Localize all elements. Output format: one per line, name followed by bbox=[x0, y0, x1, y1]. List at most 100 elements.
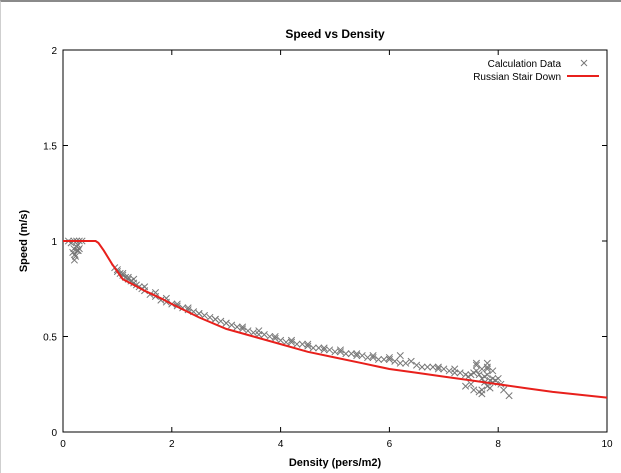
scatter-point bbox=[380, 355, 388, 363]
x-tick-label: 10 bbox=[601, 439, 613, 450]
plot-area-frame bbox=[62, 49, 608, 433]
scatter-point-stroke bbox=[271, 332, 279, 341]
scatter-point bbox=[255, 327, 263, 335]
scatter-point-stroke bbox=[277, 336, 285, 344]
scatter-point bbox=[456, 369, 464, 377]
scatter-point-stroke bbox=[456, 369, 464, 377]
scatter-point-stroke bbox=[320, 346, 328, 354]
scatter-point-stroke bbox=[113, 266, 121, 274]
scatter-point bbox=[304, 340, 312, 348]
scatter-point bbox=[486, 384, 494, 392]
scatter-point bbox=[434, 365, 442, 373]
scatter-point bbox=[298, 340, 306, 348]
scatter-point-stroke bbox=[418, 363, 426, 371]
x-axis-label: Density (pers/m2) bbox=[289, 457, 382, 469]
scatter-point bbox=[260, 331, 268, 339]
scatter-point bbox=[451, 365, 459, 373]
data-marks bbox=[63, 237, 608, 400]
scatter-point-stroke bbox=[233, 323, 241, 331]
scatter-point bbox=[391, 357, 399, 365]
scatter-point bbox=[478, 390, 486, 398]
scatter-point-stroke bbox=[74, 246, 82, 255]
legend-marker-stroke bbox=[580, 59, 588, 67]
scatter-point bbox=[336, 346, 344, 354]
scatter-point-stroke bbox=[304, 340, 312, 348]
x-tick-label: 0 bbox=[60, 439, 66, 450]
scatter-point-stroke bbox=[244, 327, 252, 335]
scatter-point bbox=[494, 374, 502, 383]
scatter-point-stroke bbox=[304, 342, 312, 350]
scatter-point-stroke bbox=[353, 352, 361, 360]
scatter-point-stroke bbox=[489, 367, 497, 375]
scatter-point-stroke bbox=[74, 241, 82, 249]
y-tick-label: 1.5 bbox=[43, 142, 57, 153]
scatter-point-stroke bbox=[266, 332, 274, 341]
scatter-point-stroke bbox=[130, 275, 138, 283]
scatter-point-stroke bbox=[260, 331, 268, 339]
scatter-point-stroke bbox=[320, 344, 328, 352]
scatter-point bbox=[402, 359, 410, 367]
scatter-point bbox=[238, 323, 247, 331]
scatter-point-stroke bbox=[287, 336, 296, 344]
scatter-point-stroke bbox=[331, 348, 339, 356]
scatter-point bbox=[478, 365, 486, 373]
scatter-point-stroke bbox=[146, 290, 154, 299]
scatter-point-stroke bbox=[475, 371, 483, 379]
scatter-point-stroke bbox=[238, 323, 247, 331]
scatter-point bbox=[69, 248, 77, 257]
y-axis-label: Speed (m/s) bbox=[18, 209, 30, 272]
scatter-point bbox=[374, 355, 383, 363]
scatter-point-stroke bbox=[407, 357, 415, 365]
scatter-point bbox=[233, 323, 241, 331]
legend: Calculation Data Russian Stair Down bbox=[473, 59, 599, 83]
scatter-point bbox=[326, 346, 334, 354]
scatter-point bbox=[396, 359, 404, 367]
scatter-point-stroke bbox=[369, 353, 377, 362]
scatter-point bbox=[467, 380, 475, 388]
scatter-point-stroke bbox=[462, 371, 470, 379]
scatter-point bbox=[472, 367, 480, 375]
scatter-point bbox=[347, 350, 355, 358]
scatter-point-stroke bbox=[478, 390, 486, 398]
scatter-point-stroke bbox=[342, 350, 350, 358]
scatter-point bbox=[385, 353, 393, 362]
scatter-point bbox=[434, 363, 442, 371]
scatter-point bbox=[369, 352, 377, 360]
scatter-point bbox=[429, 363, 437, 371]
scatter-point-stroke bbox=[228, 321, 236, 329]
scatter-point-stroke bbox=[467, 380, 475, 388]
scatter-point-stroke bbox=[157, 296, 165, 304]
scatter-point-stroke bbox=[309, 344, 317, 352]
scatter-point-stroke bbox=[238, 325, 247, 333]
scatter-point-stroke bbox=[451, 365, 459, 373]
scatter-point-stroke bbox=[472, 367, 480, 375]
scatter-point bbox=[124, 273, 132, 281]
scatter-point bbox=[418, 363, 426, 371]
scatter-point-stroke bbox=[413, 361, 421, 369]
scatter-point-stroke bbox=[429, 363, 437, 371]
scatter-point-stroke bbox=[374, 355, 383, 363]
scatter-point bbox=[74, 246, 82, 255]
scatter-point bbox=[364, 353, 372, 362]
scatter-point-stroke bbox=[73, 243, 81, 251]
scatter-point-stroke bbox=[211, 315, 219, 323]
chart-title: Speed vs Density bbox=[285, 27, 385, 41]
scatter-point-stroke bbox=[353, 350, 361, 358]
scatter-point-stroke bbox=[70, 256, 78, 264]
scatter-point bbox=[320, 346, 328, 354]
scatter-point bbox=[396, 352, 404, 360]
scatter-point-stroke bbox=[483, 371, 491, 379]
scatter-point-stroke bbox=[249, 329, 257, 337]
scatter-point bbox=[470, 386, 478, 394]
scatter-point bbox=[287, 338, 296, 346]
scatter-point bbox=[483, 371, 491, 379]
legend-entry-calculation-data: Calculation Data bbox=[488, 59, 562, 70]
scatter-point-stroke bbox=[116, 269, 124, 278]
scatter-point bbox=[249, 329, 257, 337]
scatter-point-stroke bbox=[462, 382, 470, 390]
scatter-point bbox=[369, 353, 377, 362]
scatter-point-stroke bbox=[385, 353, 393, 362]
scatter-point-stroke bbox=[358, 352, 366, 360]
scatter-point-stroke bbox=[217, 317, 225, 325]
scatter-point-stroke bbox=[369, 352, 377, 360]
